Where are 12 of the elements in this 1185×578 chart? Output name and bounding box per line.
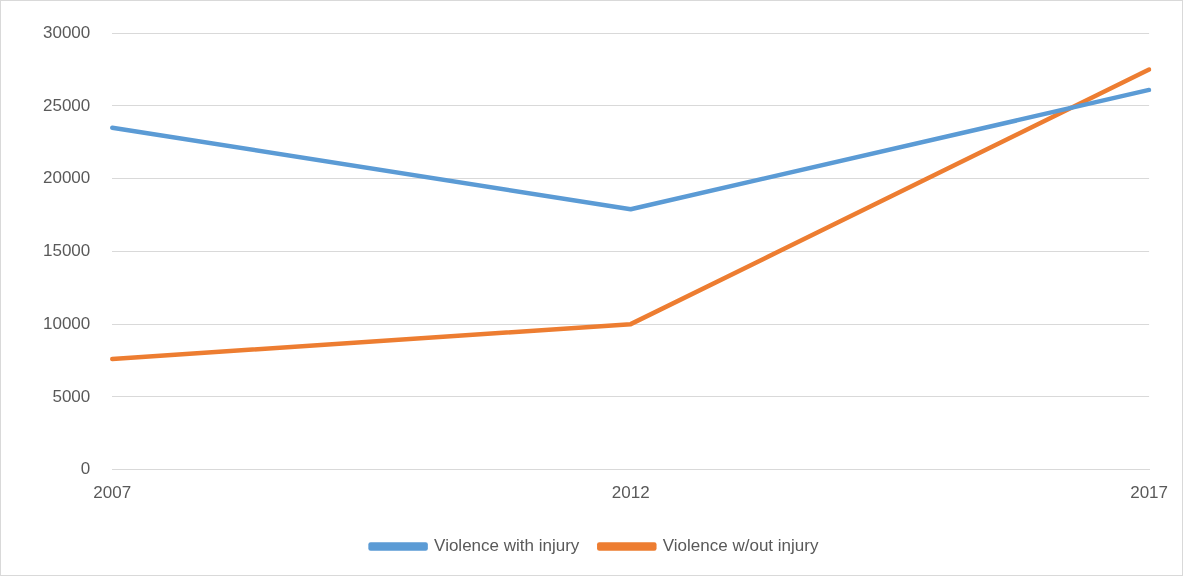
x-tick-label: 2012 — [611, 483, 650, 503]
y-tick-label: 10000 — [42, 313, 91, 333]
y-tick-label: 25000 — [42, 95, 91, 115]
x-tick-label: 2007 — [93, 483, 132, 503]
legend-label: Violence with injury — [434, 536, 580, 556]
y-tick-label: 30000 — [42, 22, 91, 42]
legend-label: Violence w/out injury — [662, 536, 819, 556]
y-tick-label: 15000 — [42, 241, 91, 261]
y-tick-label: 0 — [80, 459, 91, 479]
y-tick-label: 20000 — [42, 168, 91, 188]
y-tick-label: 5000 — [52, 386, 91, 406]
x-tick-label: 2017 — [1130, 483, 1168, 503]
